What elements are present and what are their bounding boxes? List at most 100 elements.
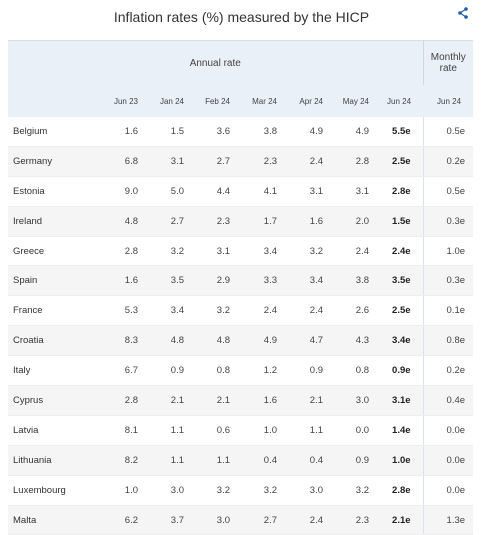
annual-rate-cell: 2.3 bbox=[196, 206, 242, 237]
annual-rate-cell: 1.1 bbox=[289, 415, 335, 446]
annual-rate-cell: 3.5 bbox=[150, 265, 196, 297]
annual-rate-cell: 2.4 bbox=[335, 236, 381, 267]
annual-rate-cell: 5.3 bbox=[108, 295, 150, 327]
monthly-rate-cell: 0.8e bbox=[422, 325, 474, 357]
hicp-table: Annual rate Monthly rate Jun 23 Jan 24 F… bbox=[8, 40, 474, 535]
annual-rate-cell: 2.7 bbox=[242, 505, 289, 535]
monthly-rate-cell: 1.3e bbox=[422, 505, 474, 535]
country-cell: Cyprus bbox=[8, 385, 108, 416]
table-row: Luxembourg 1.0 3.0 3.2 3.2 3.0 3.2 2.8e 0.0e bbox=[8, 475, 474, 506]
annual-rate-cell: 3.6 bbox=[196, 117, 242, 147]
header-row-periods: Jun 23 Jan 24 Feb 24 Mar 24 Apr 24 May 2… bbox=[8, 85, 474, 117]
page-title: Inflation rates (%) measured by the HICP bbox=[113, 9, 370, 25]
monthly-rate-cell: 0.1e bbox=[422, 295, 474, 327]
annual-rate-cell: 4.1 bbox=[242, 176, 289, 207]
share-icon[interactable] bbox=[456, 6, 470, 20]
table-row: Malta 6.2 3.7 3.0 2.7 2.4 2.3 2.1e 1.3e bbox=[8, 505, 474, 535]
annual-rate-cell: 0.9 bbox=[335, 445, 381, 476]
annual-rate-cell: 0.9 bbox=[150, 355, 196, 387]
annual-rate-cell: 2.3 bbox=[335, 505, 381, 535]
country-cell: Spain bbox=[8, 265, 108, 297]
column-header: Feb 24 bbox=[196, 85, 242, 117]
annual-rate-cell: 3.2 bbox=[196, 475, 242, 506]
title-bar: Inflation rates (%) measured by the HICP bbox=[0, 0, 483, 36]
annual-rate-cell: 8.1 bbox=[108, 415, 150, 446]
annual-rate-cell: 4.9 bbox=[289, 117, 335, 147]
table-row: Lithuania 8.2 1.1 1.1 0.4 0.4 0.9 1.0e 0.0e bbox=[8, 445, 474, 476]
monthly-rate-cell: 0.3e bbox=[422, 265, 474, 297]
annual-rate-cell: 2.1 bbox=[150, 385, 196, 416]
annual-rate-cell: 3.4 bbox=[289, 265, 335, 297]
country-column-header bbox=[8, 85, 108, 117]
annual-rate-cell: 3.1 bbox=[335, 176, 381, 207]
annual-rate-cell: 0.4 bbox=[242, 445, 289, 476]
table-row: Ireland 4.8 2.7 2.3 1.7 1.6 2.0 1.5e 0.3e bbox=[8, 206, 474, 237]
country-cell: Lithuania bbox=[8, 445, 108, 476]
country-cell: Ireland bbox=[8, 206, 108, 237]
annual-rate-cell: 8.3 bbox=[108, 325, 150, 357]
annual-rate-cell: 2.8e bbox=[381, 176, 424, 207]
monthly-rate-cell: 0.0e bbox=[422, 475, 474, 506]
annual-rate-cell: 1.6 bbox=[108, 265, 150, 297]
annual-rate-cell: 4.9 bbox=[242, 325, 289, 357]
monthly-rate-cell: 0.5e bbox=[422, 176, 474, 207]
table-row: Croatia 8.3 4.8 4.8 4.9 4.7 4.3 3.4e 0.8e bbox=[8, 325, 474, 357]
annual-rate-cell: 4.3 bbox=[335, 325, 381, 357]
annual-rate-cell: 2.7 bbox=[196, 146, 242, 177]
column-header: Jun 24 bbox=[381, 85, 424, 117]
annual-rate-cell: 3.0 bbox=[289, 475, 335, 506]
annual-rate-cell: 4.4 bbox=[196, 176, 242, 207]
column-header: May 24 bbox=[335, 85, 381, 117]
annual-rate-cell: 1.2 bbox=[242, 355, 289, 387]
monthly-rate-cell: 0.2e bbox=[422, 355, 474, 387]
column-header: Jun 23 bbox=[108, 85, 150, 117]
annual-rate-cell: 1.1 bbox=[150, 415, 196, 446]
country-cell: Germany bbox=[8, 146, 108, 177]
annual-rate-cell: 0.8 bbox=[335, 355, 381, 387]
annual-rate-cell: 3.1 bbox=[196, 236, 242, 267]
annual-rate-cell: 3.8 bbox=[242, 117, 289, 147]
table-row: Spain 1.6 3.5 2.9 3.3 3.4 3.8 3.5e 0.3e bbox=[8, 265, 474, 297]
annual-rate-cell: 2.4 bbox=[289, 146, 335, 177]
annual-rate-cell: 2.6 bbox=[335, 295, 381, 327]
annual-rate-cell: 2.8 bbox=[108, 236, 150, 267]
annual-rate-cell: 1.6 bbox=[242, 385, 289, 416]
country-cell: Estonia bbox=[8, 176, 108, 207]
table-row: Belgium 1.6 1.5 3.6 3.8 4.9 4.9 5.5e 0.5e bbox=[8, 117, 474, 147]
annual-rate-cell: 2.4e bbox=[381, 236, 424, 267]
annual-rate-cell: 1.0 bbox=[242, 415, 289, 446]
hicp-table-container: Annual rate Monthly rate Jun 23 Jan 24 F… bbox=[8, 40, 474, 535]
annual-rate-cell: 3.5e bbox=[381, 265, 424, 297]
annual-rate-cell: 6.2 bbox=[108, 505, 150, 535]
annual-rate-cell: 1.1 bbox=[150, 445, 196, 476]
monthly-rate-cell: 1.0e bbox=[422, 236, 474, 267]
monthly-rate-cell: 0.0e bbox=[422, 415, 474, 446]
annual-rate-cell: 3.0 bbox=[196, 505, 242, 535]
country-cell: Italy bbox=[8, 355, 108, 387]
annual-rate-cell: 4.8 bbox=[196, 325, 242, 357]
annual-rate-cell: 3.4 bbox=[150, 295, 196, 327]
annual-rate-cell: 3.1 bbox=[150, 146, 196, 177]
annual-rate-cell: 0.9 bbox=[289, 355, 335, 387]
annual-rate-cell: 5.0 bbox=[150, 176, 196, 207]
annual-rate-cell: 0.0 bbox=[335, 415, 381, 446]
annual-rate-cell: 2.9 bbox=[196, 265, 242, 297]
monthly-rate-cell: 0.3e bbox=[422, 206, 474, 237]
annual-rate-cell: 2.4 bbox=[289, 505, 335, 535]
annual-rate-cell: 3.2 bbox=[289, 236, 335, 267]
annual-rate-cell: 3.1 bbox=[289, 176, 335, 207]
table-row: Latvia 8.1 1.1 0.6 1.0 1.1 0.0 1.4e 0.0e bbox=[8, 415, 474, 446]
header-row-groups: Annual rate Monthly rate bbox=[8, 40, 474, 85]
annual-rate-cell: 2.1e bbox=[381, 505, 424, 535]
annual-rate-cell: 1.6 bbox=[108, 117, 150, 147]
monthly-rate-cell: 0.2e bbox=[422, 146, 474, 177]
annual-rate-cell: 2.8e bbox=[381, 475, 424, 506]
country-cell: Luxembourg bbox=[8, 475, 108, 506]
table-row: Italy 6.7 0.9 0.8 1.2 0.9 0.8 0.9e 0.2e bbox=[8, 355, 474, 387]
annual-rate-cell: 3.2 bbox=[196, 295, 242, 327]
annual-rate-cell: 3.3 bbox=[242, 265, 289, 297]
table-row: Greece 2.8 3.2 3.1 3.4 3.2 2.4 2.4e 1.0e bbox=[8, 236, 474, 267]
annual-rate-cell: 2.5e bbox=[381, 146, 424, 177]
annual-rate-cell: 2.5e bbox=[381, 295, 424, 327]
annual-rate-cell: 0.6 bbox=[196, 415, 242, 446]
